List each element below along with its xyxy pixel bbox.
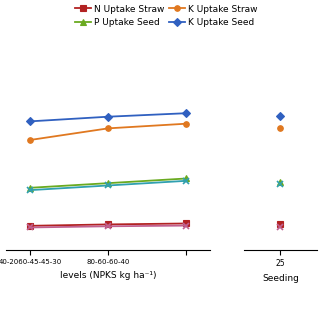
X-axis label: levels (NPKS kg ha⁻¹): levels (NPKS kg ha⁻¹) — [60, 271, 156, 280]
X-axis label: Seeding: Seeding — [262, 274, 299, 283]
Legend: N Uptake Straw, P Uptake Seed, K Uptake Straw, K Uptake Seed: N Uptake Straw, P Uptake Seed, K Uptake … — [75, 4, 258, 27]
